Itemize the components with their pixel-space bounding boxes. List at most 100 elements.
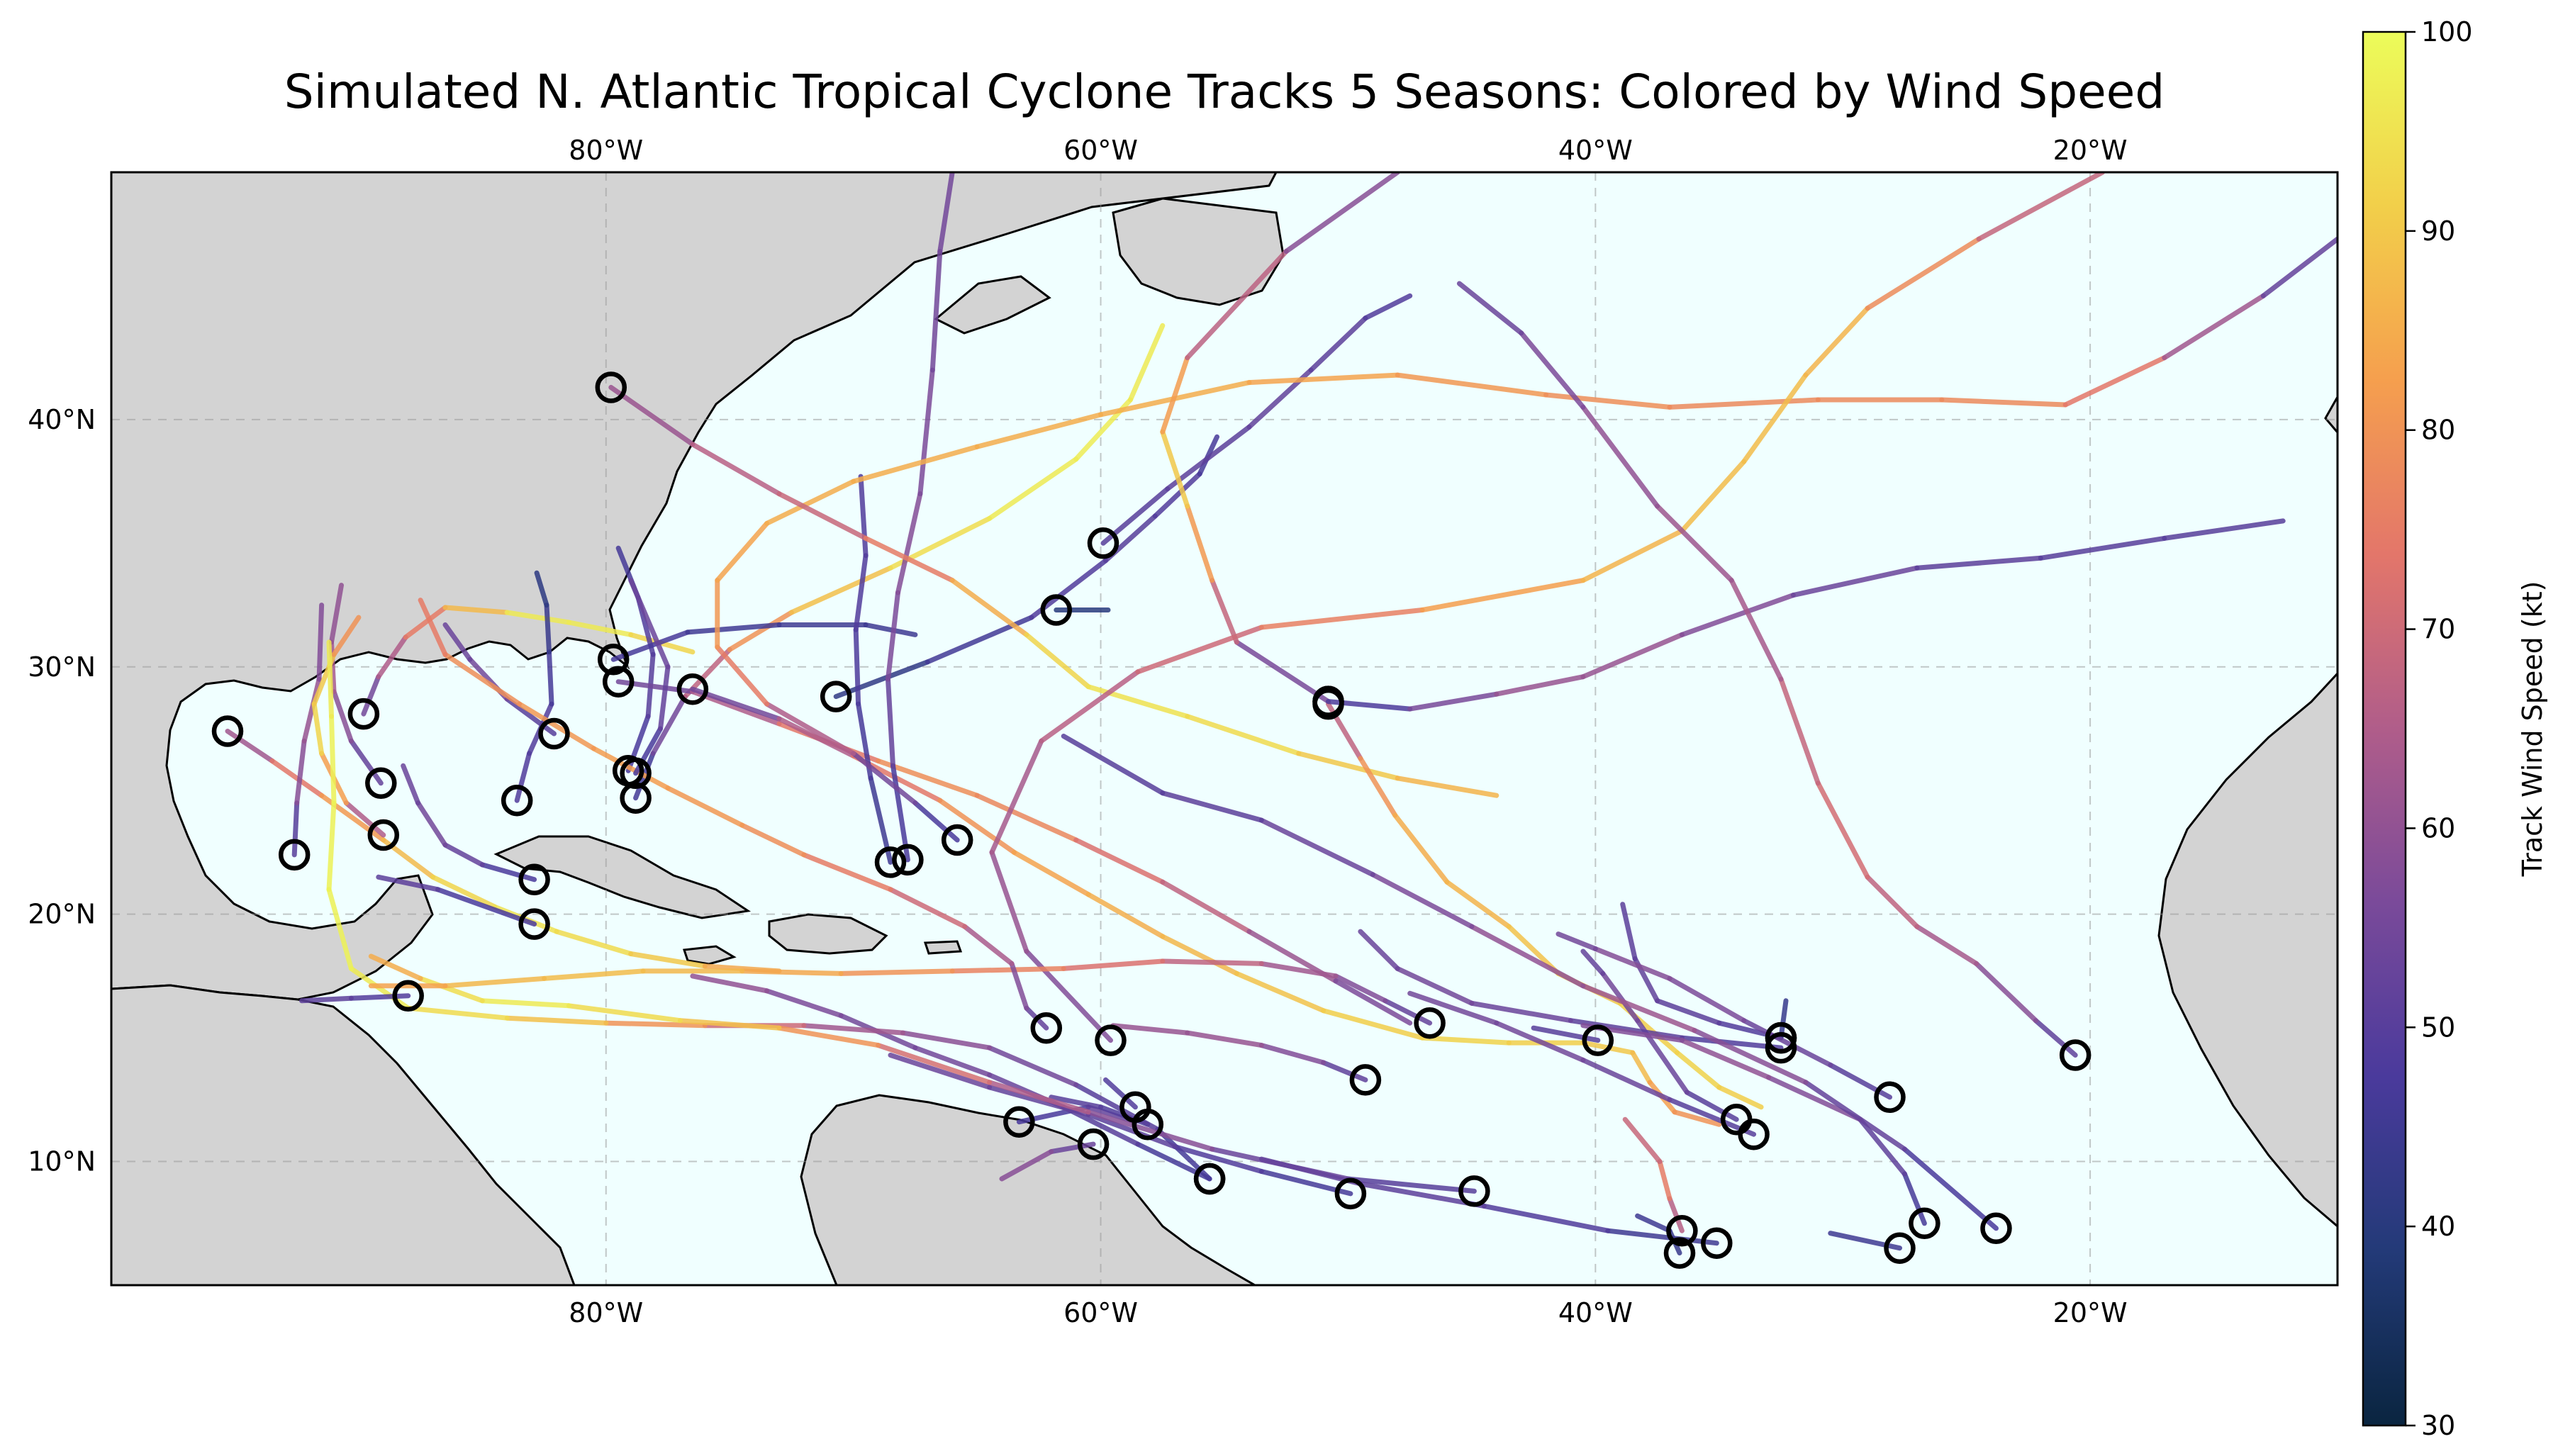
genesis-marker xyxy=(1312,685,1344,717)
track-segment xyxy=(1865,236,1982,311)
track-segment xyxy=(1580,1058,1672,1102)
track-22 xyxy=(989,172,2106,1043)
genesis-marker xyxy=(1414,1007,1446,1039)
colorbar-tick-label: 90 xyxy=(2421,215,2455,247)
track-segment xyxy=(1160,790,1264,823)
track-segment xyxy=(1766,1075,1863,1122)
track-segment xyxy=(962,924,1015,966)
track-50 xyxy=(376,874,537,927)
track-segment xyxy=(1580,983,1697,1034)
track-43 xyxy=(1778,998,1789,1041)
track-segment xyxy=(361,674,381,717)
track-segment xyxy=(1741,1018,1833,1068)
track-segment xyxy=(739,968,844,976)
track-36 xyxy=(1622,1116,1685,1233)
track-segment xyxy=(1283,172,1400,254)
track-segment xyxy=(886,590,900,682)
track-segment xyxy=(566,620,634,637)
genesis-marker xyxy=(1334,1177,1367,1210)
track-segment xyxy=(329,714,337,806)
track-segment xyxy=(690,689,782,727)
land-iberia-edge xyxy=(2324,394,2338,435)
track-segment xyxy=(851,444,980,484)
genesis-marker xyxy=(1030,1012,1063,1044)
track-33 xyxy=(1110,1023,1368,1082)
track-segment xyxy=(1901,1146,1999,1231)
track-segment xyxy=(1333,978,1413,1026)
track-segment xyxy=(949,965,1066,974)
track-segment xyxy=(917,367,935,497)
genesis-marker xyxy=(595,371,627,403)
track-segment xyxy=(1556,931,1598,951)
lon-tick-label-top: 60°W xyxy=(1063,135,1138,166)
track-segment xyxy=(1655,998,1722,1026)
genesis-marker xyxy=(1119,1091,1151,1124)
genesis-marker xyxy=(365,767,397,800)
track-segment xyxy=(1024,632,1091,690)
track-segment xyxy=(1258,607,1425,630)
track-segment xyxy=(1407,691,1499,712)
track-segment xyxy=(739,822,807,858)
track-segment xyxy=(1296,751,1400,781)
track-segment xyxy=(1741,372,1809,464)
track-49 xyxy=(401,763,537,883)
genesis-marker xyxy=(1003,1106,1035,1138)
track-segment xyxy=(435,887,537,927)
track-segment xyxy=(1085,684,1190,719)
track-segment xyxy=(442,651,523,707)
track-segment xyxy=(299,995,354,1004)
land-hispaniola xyxy=(768,913,888,955)
track-segment xyxy=(833,659,930,700)
track-segment xyxy=(987,1045,1079,1087)
track-segment xyxy=(376,634,408,680)
land-africa xyxy=(2157,671,2338,1228)
colorbar-ticks: 30 40 50 60 70 80 90 100 xyxy=(2406,16,2473,1441)
track-segment xyxy=(1395,965,1475,1006)
track-segment xyxy=(937,172,955,254)
track-segment xyxy=(838,968,955,976)
track-segment xyxy=(2038,535,2167,561)
track-segment xyxy=(1152,471,1202,519)
track-segment xyxy=(764,478,856,526)
track-segment xyxy=(1160,879,1252,934)
track-segment xyxy=(1580,404,1660,509)
track-segment xyxy=(1456,281,1524,336)
land-newfoundland xyxy=(1112,197,1285,306)
track-segment xyxy=(1103,1077,1138,1110)
colorbar-label: Track Wind Speed (kt) xyxy=(2517,581,2548,878)
colorbar: 30 40 50 60 70 80 90 100 Track Wind Speed (kt) xyxy=(2362,16,2548,1441)
track-segment xyxy=(1395,372,1549,398)
track-segment xyxy=(1803,1080,1907,1152)
track-segment xyxy=(715,520,770,583)
track-segment xyxy=(1085,892,1166,939)
track-1 xyxy=(291,603,325,858)
track-segment xyxy=(1667,397,1821,410)
track-segment xyxy=(886,676,895,768)
track-segment xyxy=(863,535,955,583)
track-segment xyxy=(912,1045,993,1077)
track-segment xyxy=(517,701,596,751)
track-segment xyxy=(1914,924,1979,966)
track-segment xyxy=(776,1025,881,1048)
track-segment xyxy=(1085,1109,1215,1152)
track-segment xyxy=(608,385,696,447)
track-segment xyxy=(1858,1116,1907,1177)
genesis-marker xyxy=(597,644,630,676)
track-segment xyxy=(376,874,440,892)
track-23 xyxy=(1456,281,2078,1058)
track-segment xyxy=(1778,676,1821,786)
track-segment xyxy=(1085,1111,1178,1150)
track-segment xyxy=(442,975,547,989)
track-segment xyxy=(504,1015,609,1026)
genesis-marker xyxy=(820,681,852,712)
genesis-marker xyxy=(1874,1081,1906,1114)
colorbar-tick-label: 80 xyxy=(2421,415,2455,446)
track-segment xyxy=(1672,1109,1722,1127)
map-frame xyxy=(110,171,2339,1287)
track-34 xyxy=(368,958,1433,1026)
track-segment xyxy=(650,694,688,756)
genesis-marker xyxy=(2059,1039,2091,1071)
track-segment xyxy=(406,1005,510,1021)
track-48 xyxy=(418,598,1049,1031)
genesis-marker xyxy=(874,846,907,878)
